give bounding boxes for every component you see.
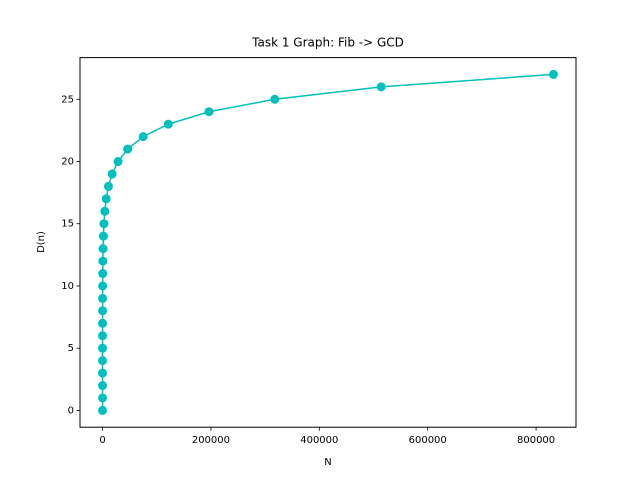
data-point — [98, 293, 108, 303]
data-point — [98, 356, 108, 366]
data-point — [98, 306, 108, 316]
data-point — [138, 132, 148, 142]
data-point — [98, 368, 108, 378]
data-point — [98, 231, 108, 241]
data-point — [98, 244, 108, 254]
x-tick-label: 200000 — [192, 435, 230, 446]
data-point — [107, 169, 117, 179]
data-point — [98, 281, 108, 291]
data-point — [123, 144, 133, 154]
data-point — [98, 331, 108, 341]
chart-title: Task 1 Graph: Fib -> GCD — [251, 36, 404, 50]
data-point — [163, 119, 173, 129]
data-point — [113, 157, 123, 167]
data-point — [98, 318, 108, 328]
x-tick-label: 800000 — [517, 435, 555, 446]
y-tick-label: 5 — [68, 343, 74, 354]
y-tick-label: 20 — [61, 157, 74, 168]
y-tick-label: 0 — [68, 405, 74, 416]
data-point — [98, 393, 108, 403]
x-tick-label: 400000 — [300, 435, 338, 446]
data-point — [99, 219, 109, 229]
data-point — [204, 107, 214, 117]
x-tick-label: 600000 — [409, 435, 447, 446]
data-point — [98, 381, 108, 391]
y-tick-label: 10 — [61, 281, 74, 292]
data-point — [103, 181, 113, 191]
data-point — [98, 269, 108, 279]
axes-frame — [79, 57, 577, 428]
data-point — [548, 69, 558, 79]
x-axis-label: N — [324, 457, 331, 468]
data-point — [101, 194, 111, 204]
y-tick-label: 25 — [61, 94, 74, 105]
data-point — [376, 82, 386, 92]
series-line — [101, 73, 554, 411]
data-point — [98, 343, 108, 353]
data-point — [270, 94, 280, 104]
y-tick-label: 15 — [61, 219, 74, 230]
data-point — [98, 256, 108, 266]
data-point — [98, 405, 108, 415]
x-tick-label: 0 — [99, 435, 105, 446]
data-point — [100, 206, 110, 216]
y-axis-label: D(n) — [36, 231, 47, 253]
